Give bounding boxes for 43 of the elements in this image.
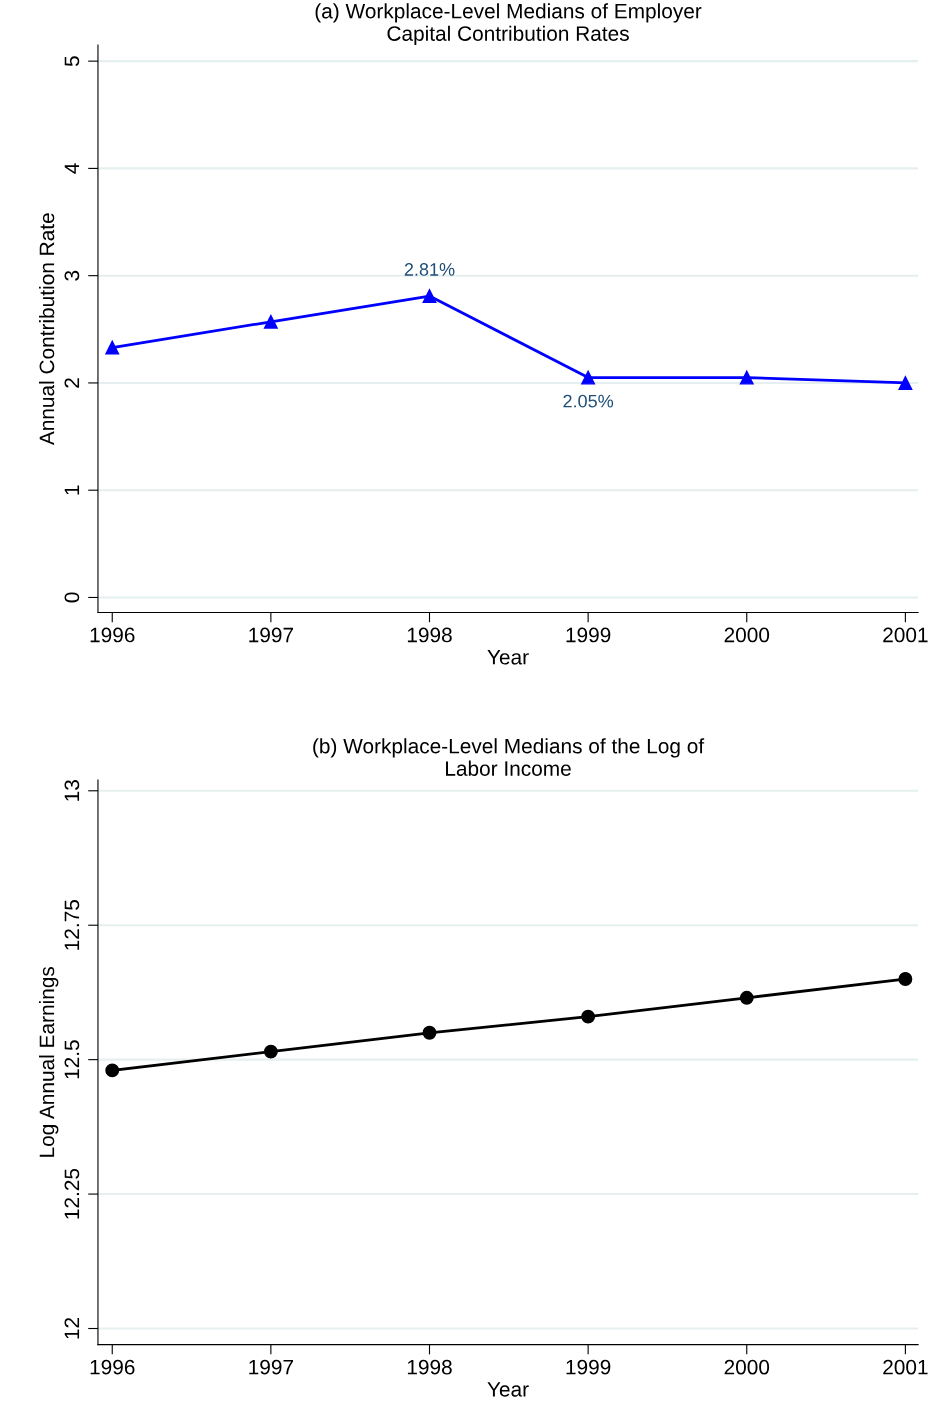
- point: [898, 972, 913, 986]
- point: [422, 1025, 437, 1040]
- x-tick-label: 1999: [566, 1359, 611, 1375]
- chart-title: (a) Workplace-Level Medians of Employer Capital Contribution Rates: [315, 3, 702, 46]
- point: [105, 1063, 120, 1078]
- y-axis-title: Annual Contribution Rate: [38, 213, 55, 446]
- x-tick-label: 1998: [407, 1359, 452, 1375]
- point: [422, 289, 437, 303]
- y-tick-label: 13: [64, 780, 80, 801]
- y-tick-label: 0: [64, 592, 80, 603]
- y-tick-label: 1: [64, 485, 80, 495]
- x-tick-label: 1998: [407, 627, 452, 643]
- point: [581, 370, 596, 385]
- x-tick-label: 1999: [566, 627, 611, 643]
- point: [105, 340, 120, 355]
- y-axis-title: Log Annual Earnings: [38, 966, 59, 1157]
- y-tick-label: 12.75: [64, 900, 80, 950]
- x-tick-label: 1996: [90, 627, 135, 643]
- y-tick-label: 12.5: [64, 1040, 80, 1079]
- y-tick-label: 2: [64, 378, 80, 388]
- x-axis-title: Year: [487, 650, 529, 665]
- point: [581, 1009, 596, 1024]
- x-tick-label: 2001: [883, 1359, 928, 1375]
- x-tick-label: 2000: [724, 1359, 770, 1375]
- annotation: 2.05%: [563, 394, 614, 408]
- y-tick-label: 12.25: [64, 1168, 80, 1219]
- y-tick-label: 5: [64, 56, 80, 67]
- x-tick-label: 1996: [90, 1359, 135, 1375]
- point: [739, 990, 754, 1005]
- chart-title: (b) Workplace-Level Medians of the Log of Labor Income: [313, 738, 705, 776]
- point: [739, 370, 754, 385]
- point: [263, 1044, 278, 1059]
- x-axis-title: Year: [487, 1382, 529, 1397]
- annotation: 2.81%: [404, 263, 455, 276]
- x-tick-label: 2001: [883, 627, 928, 643]
- y-tick-label: 3: [64, 270, 80, 281]
- y-tick-label: 4: [64, 163, 80, 174]
- x-tick-label: 1997: [249, 627, 293, 643]
- x-tick-label: 2000: [724, 627, 770, 643]
- point: [263, 314, 278, 329]
- y-tick-label: 12: [64, 1317, 80, 1339]
- point: [898, 375, 913, 390]
- x-tick-label: 1997: [249, 1359, 293, 1375]
